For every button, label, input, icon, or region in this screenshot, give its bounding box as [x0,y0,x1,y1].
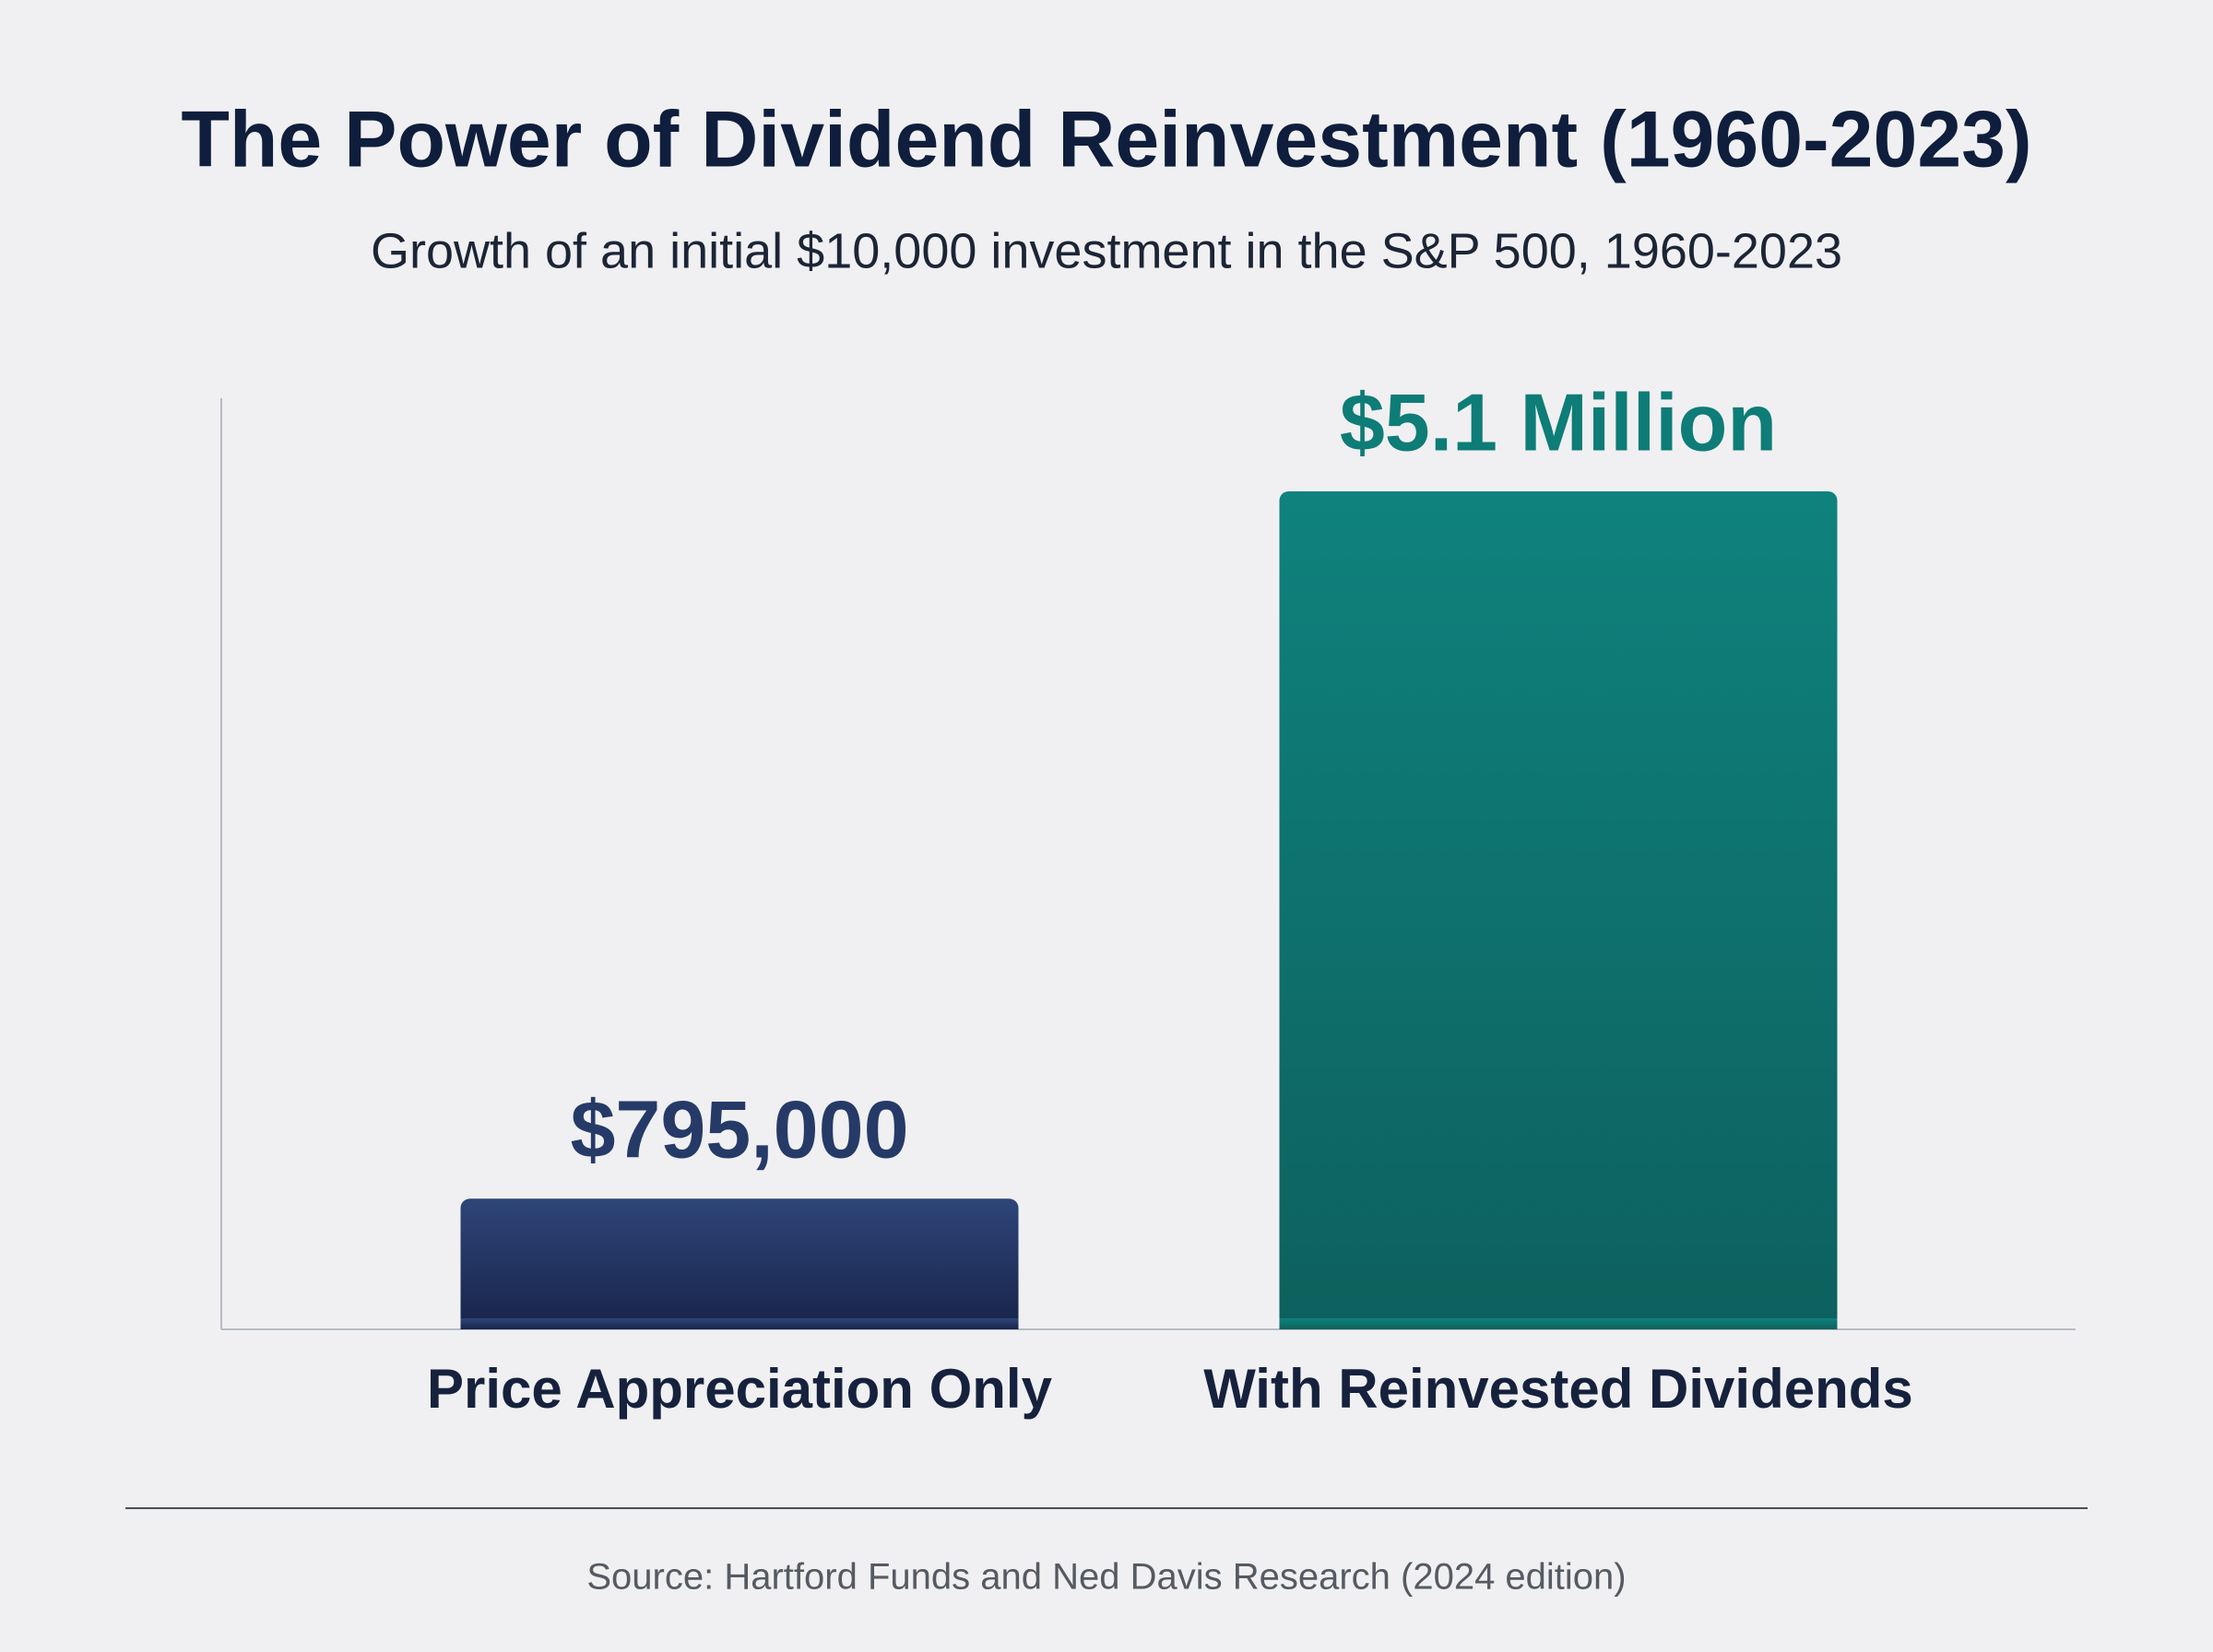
source-note: Source: Hartford Funds and Ned Davis Res… [586,1557,1626,1598]
x-tick-label: Price Appreciation Only [427,1358,1053,1420]
value-label: $5.1 Million [1340,376,1777,467]
bar-base [1279,1318,1838,1329]
chart-title: The Power of Dividend Reinvestment (1960… [181,96,2031,184]
bar [460,1198,1019,1329]
x-tick-label: With Reinvested Dividends [1203,1358,1913,1420]
bar [1279,491,1838,1329]
chart-subtitle: Growth of an initial $10,000 investment … [371,223,1842,278]
bar-base [460,1318,1019,1329]
value-label: $795,000 [570,1084,908,1175]
